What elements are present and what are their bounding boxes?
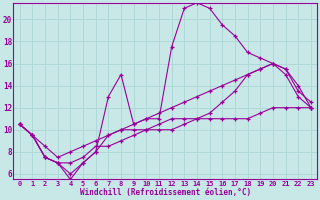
X-axis label: Windchill (Refroidissement éolien,°C): Windchill (Refroidissement éolien,°C) — [80, 188, 251, 197]
